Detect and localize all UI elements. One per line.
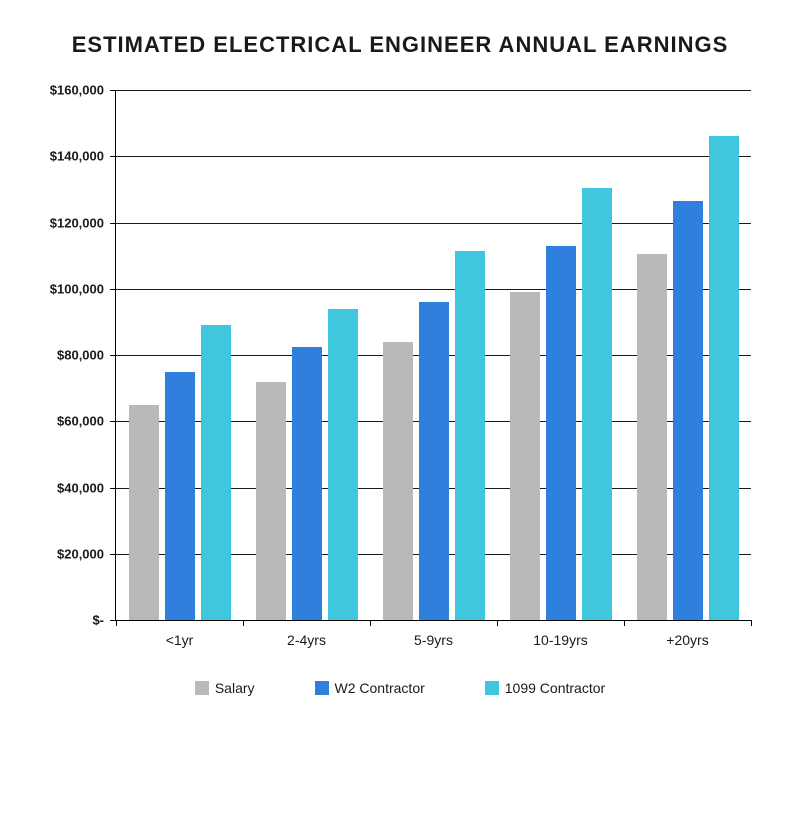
y-axis-label: $-	[92, 613, 104, 628]
x-axis-label: 10-19yrs	[533, 632, 587, 648]
x-axis-label: 2-4yrs	[287, 632, 326, 648]
legend-item: Salary	[195, 680, 255, 696]
y-axis-label: $140,000	[50, 149, 104, 164]
bar	[673, 201, 703, 620]
legend-item: W2 Contractor	[315, 680, 425, 696]
x-axis-label: 5-9yrs	[414, 632, 453, 648]
x-axis-label: <1yr	[166, 632, 194, 648]
bar	[582, 188, 612, 620]
chart-container: ESTIMATED ELECTRICAL ENGINEER ANNUAL EAR…	[0, 0, 800, 828]
bar	[201, 325, 231, 620]
x-tick	[370, 620, 371, 626]
legend-label: W2 Contractor	[335, 680, 425, 696]
bar	[292, 347, 322, 620]
y-axis-label: $100,000	[50, 281, 104, 296]
y-tick	[110, 421, 116, 422]
bar	[256, 382, 286, 621]
bar	[709, 136, 739, 620]
y-axis-label: $160,000	[50, 83, 104, 98]
bar	[510, 292, 540, 620]
legend-item: 1099 Contractor	[485, 680, 605, 696]
bar	[419, 302, 449, 620]
y-tick	[110, 223, 116, 224]
x-tick	[243, 620, 244, 626]
y-tick	[110, 355, 116, 356]
y-axis-label: $120,000	[50, 215, 104, 230]
y-axis-label: $80,000	[57, 348, 104, 363]
chart-title: ESTIMATED ELECTRICAL ENGINEER ANNUAL EAR…	[0, 32, 800, 58]
y-tick	[110, 90, 116, 91]
y-tick	[110, 289, 116, 290]
legend-swatch	[315, 681, 329, 695]
x-tick	[751, 620, 752, 626]
legend: Salary W2 Contractor 1099 Contractor	[0, 680, 800, 696]
bar	[637, 254, 667, 620]
x-tick	[624, 620, 625, 626]
y-tick	[110, 156, 116, 157]
legend-label: Salary	[215, 680, 255, 696]
x-tick	[497, 620, 498, 626]
gridline	[116, 156, 751, 157]
bar	[455, 251, 485, 620]
bar	[328, 309, 358, 620]
plot-area: $-$20,000$40,000$60,000$80,000$100,000$1…	[115, 90, 751, 621]
legend-swatch	[195, 681, 209, 695]
legend-label: 1099 Contractor	[505, 680, 605, 696]
y-axis-label: $20,000	[57, 546, 104, 561]
x-tick	[116, 620, 117, 626]
bar	[546, 246, 576, 620]
legend-swatch	[485, 681, 499, 695]
gridline	[116, 223, 751, 224]
y-axis-label: $60,000	[57, 414, 104, 429]
gridline	[116, 90, 751, 91]
y-tick	[110, 488, 116, 489]
y-tick	[110, 554, 116, 555]
bar	[129, 405, 159, 620]
y-axis-label: $40,000	[57, 480, 104, 495]
x-axis-label: +20yrs	[666, 632, 708, 648]
bar	[383, 342, 413, 620]
bar	[165, 372, 195, 620]
